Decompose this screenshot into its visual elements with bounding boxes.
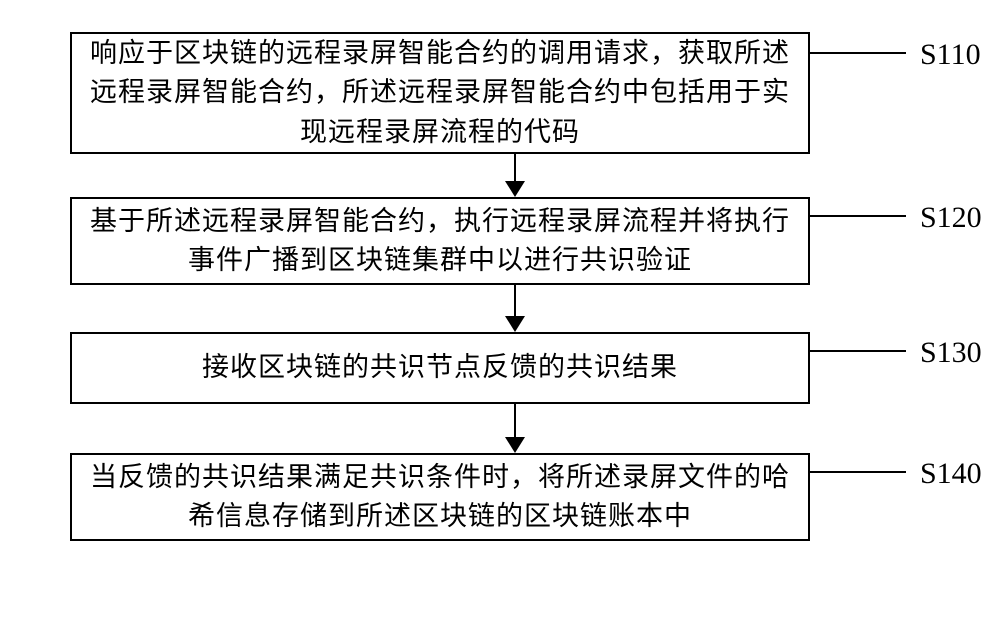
- flow-step-1-box: 响应于区块链的远程录屏智能合约的调用请求，获取所述远程录屏智能合约，所述远程录屏…: [70, 32, 810, 154]
- flow-step-4-leader: [810, 471, 906, 473]
- flow-step-1-text: 响应于区块链的远程录屏智能合约的调用请求，获取所述远程录屏智能合约，所述远程录屏…: [90, 34, 790, 151]
- flow-step-2-label: S120: [920, 201, 982, 235]
- flow-step-2-box: 基于所述远程录屏智能合约，执行远程录屏流程并将执行事件广播到区块链集群中以进行共…: [70, 197, 810, 285]
- flow-step-3-box: 接收区块链的共识节点反馈的共识结果: [70, 332, 810, 404]
- arrow-1-2-shaft: [514, 154, 517, 182]
- flow-step-2-leader: [810, 215, 906, 217]
- flowchart-container: 响应于区块链的远程录屏智能合约的调用请求，获取所述远程录屏智能合约，所述远程录屏…: [40, 32, 960, 541]
- arrow-2-3: [145, 285, 885, 332]
- flow-step-1-row: 响应于区块链的远程录屏智能合约的调用请求，获取所述远程录屏智能合约，所述远程录屏…: [40, 32, 960, 154]
- flow-step-4-label: S140: [920, 457, 982, 491]
- flow-step-4-row: 当反馈的共识结果满足共识条件时，将所述录屏文件的哈希信息存储到所述区块链的区块链…: [40, 453, 960, 541]
- flow-step-2-text: 基于所述远程录屏智能合约，执行远程录屏流程并将执行事件广播到区块链集群中以进行共…: [90, 202, 790, 280]
- flow-step-3-leader: [810, 350, 906, 352]
- arrow-3-4-shaft: [514, 404, 517, 438]
- flow-step-3-label: S130: [920, 336, 982, 370]
- arrow-1-2: [145, 154, 885, 197]
- arrow-3-4: [145, 404, 885, 453]
- flow-step-4-box: 当反馈的共识结果满足共识条件时，将所述录屏文件的哈希信息存储到所述区块链的区块链…: [70, 453, 810, 541]
- flow-step-3-text: 接收区块链的共识节点反馈的共识结果: [202, 348, 678, 387]
- flow-step-2-row: 基于所述远程录屏智能合约，执行远程录屏流程并将执行事件广播到区块链集群中以进行共…: [40, 197, 960, 285]
- flow-step-4-text: 当反馈的共识结果满足共识条件时，将所述录屏文件的哈希信息存储到所述区块链的区块链…: [90, 458, 790, 536]
- arrow-1-2-head: [505, 181, 525, 197]
- flow-step-1-label: S110: [920, 38, 981, 72]
- arrow-2-3-head: [505, 316, 525, 332]
- arrow-2-3-shaft: [514, 285, 517, 317]
- flow-step-1-leader: [810, 52, 906, 54]
- flow-step-3-row: 接收区块链的共识节点反馈的共识结果 S130: [40, 332, 960, 404]
- arrow-3-4-head: [505, 437, 525, 453]
